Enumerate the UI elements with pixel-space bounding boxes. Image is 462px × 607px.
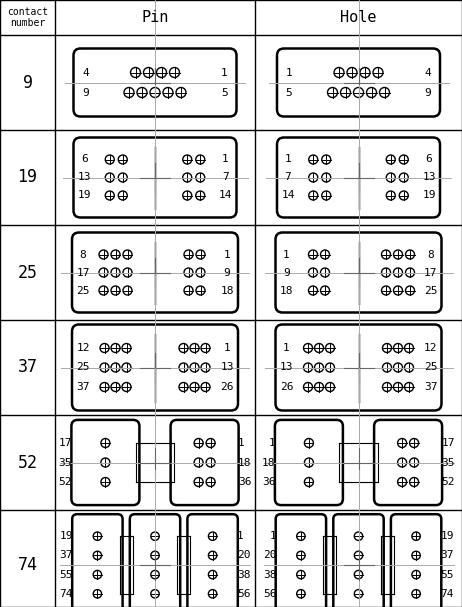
Text: 1: 1 <box>221 67 228 78</box>
Text: 25: 25 <box>424 285 437 296</box>
FancyBboxPatch shape <box>73 138 237 217</box>
Text: 1: 1 <box>238 438 245 448</box>
FancyBboxPatch shape <box>333 514 384 607</box>
FancyBboxPatch shape <box>72 420 140 505</box>
FancyBboxPatch shape <box>72 325 238 410</box>
FancyBboxPatch shape <box>374 420 442 505</box>
Text: 1: 1 <box>237 531 244 541</box>
Text: 18: 18 <box>220 285 234 296</box>
Text: 26: 26 <box>280 382 293 392</box>
Text: 19: 19 <box>422 191 436 200</box>
Text: 74: 74 <box>18 556 37 574</box>
Text: 56: 56 <box>237 589 250 599</box>
Text: 17: 17 <box>424 268 437 277</box>
Text: 52: 52 <box>442 477 455 487</box>
Text: 52: 52 <box>59 477 72 487</box>
Text: 5: 5 <box>221 87 228 98</box>
Text: 19: 19 <box>60 531 73 541</box>
Text: 13: 13 <box>220 362 234 373</box>
Text: 25: 25 <box>424 362 437 373</box>
Text: 1: 1 <box>269 438 275 448</box>
Text: 74: 74 <box>60 589 73 599</box>
Text: 35: 35 <box>442 458 455 467</box>
Text: 35: 35 <box>59 458 72 467</box>
Text: 38: 38 <box>237 569 250 580</box>
Text: 4: 4 <box>82 67 89 78</box>
Text: 7: 7 <box>222 172 229 183</box>
Text: 1: 1 <box>224 343 231 353</box>
Text: 1: 1 <box>270 531 276 541</box>
FancyBboxPatch shape <box>277 49 440 117</box>
Text: 18: 18 <box>280 285 293 296</box>
Text: 14: 14 <box>281 191 295 200</box>
Text: 17: 17 <box>442 438 455 448</box>
FancyBboxPatch shape <box>73 49 237 117</box>
Text: 18: 18 <box>262 458 275 467</box>
FancyBboxPatch shape <box>72 232 238 313</box>
Text: 9: 9 <box>23 73 32 92</box>
Text: 8: 8 <box>427 249 434 260</box>
Text: 13: 13 <box>280 362 293 373</box>
FancyBboxPatch shape <box>72 514 122 607</box>
Text: 37: 37 <box>18 359 37 376</box>
Text: 25: 25 <box>18 263 37 282</box>
Text: 6: 6 <box>426 155 432 164</box>
Text: 19: 19 <box>78 191 91 200</box>
Text: 17: 17 <box>59 438 72 448</box>
Text: 25: 25 <box>76 285 90 296</box>
FancyBboxPatch shape <box>275 325 442 410</box>
Text: 9: 9 <box>82 87 89 98</box>
Text: 1: 1 <box>285 155 292 164</box>
Text: 12: 12 <box>424 343 437 353</box>
Text: 26: 26 <box>220 382 234 392</box>
FancyBboxPatch shape <box>188 514 238 607</box>
Text: 37: 37 <box>440 551 454 560</box>
Text: 36: 36 <box>238 477 251 487</box>
Text: 1: 1 <box>224 249 231 260</box>
Text: 1: 1 <box>283 249 290 260</box>
Text: 4: 4 <box>425 67 432 78</box>
Text: 9: 9 <box>425 87 432 98</box>
Text: 38: 38 <box>263 569 276 580</box>
Text: 20: 20 <box>237 551 250 560</box>
Text: 1: 1 <box>222 155 229 164</box>
Text: 9: 9 <box>283 268 290 277</box>
Text: 5: 5 <box>286 87 292 98</box>
Text: 18: 18 <box>238 458 251 467</box>
Text: 37: 37 <box>76 382 90 392</box>
Text: contact
number: contact number <box>7 7 48 29</box>
Text: Hole: Hole <box>340 10 377 25</box>
Text: 6: 6 <box>81 155 88 164</box>
Text: 37: 37 <box>424 382 437 392</box>
Text: 37: 37 <box>60 551 73 560</box>
FancyBboxPatch shape <box>276 514 326 607</box>
Text: 55: 55 <box>60 569 73 580</box>
Text: 12: 12 <box>76 343 90 353</box>
Text: 13: 13 <box>422 172 436 183</box>
Text: 19: 19 <box>440 531 454 541</box>
FancyBboxPatch shape <box>170 420 238 505</box>
Text: 52: 52 <box>18 453 37 472</box>
FancyBboxPatch shape <box>391 514 441 607</box>
Text: 1: 1 <box>283 343 290 353</box>
FancyBboxPatch shape <box>130 514 180 607</box>
Text: 9: 9 <box>224 268 231 277</box>
Text: 19: 19 <box>18 169 37 186</box>
Text: 36: 36 <box>262 477 275 487</box>
Text: 13: 13 <box>78 172 91 183</box>
Text: 17: 17 <box>76 268 90 277</box>
FancyBboxPatch shape <box>277 138 440 217</box>
Text: 8: 8 <box>79 249 86 260</box>
Text: 20: 20 <box>263 551 276 560</box>
Text: 74: 74 <box>440 589 454 599</box>
Text: 1: 1 <box>286 67 292 78</box>
Text: 14: 14 <box>219 191 232 200</box>
FancyBboxPatch shape <box>275 420 343 505</box>
Text: Pin: Pin <box>141 10 169 25</box>
Text: 55: 55 <box>440 569 454 580</box>
Text: 25: 25 <box>76 362 90 373</box>
Text: 56: 56 <box>263 589 276 599</box>
Text: 7: 7 <box>285 172 292 183</box>
FancyBboxPatch shape <box>275 232 442 313</box>
